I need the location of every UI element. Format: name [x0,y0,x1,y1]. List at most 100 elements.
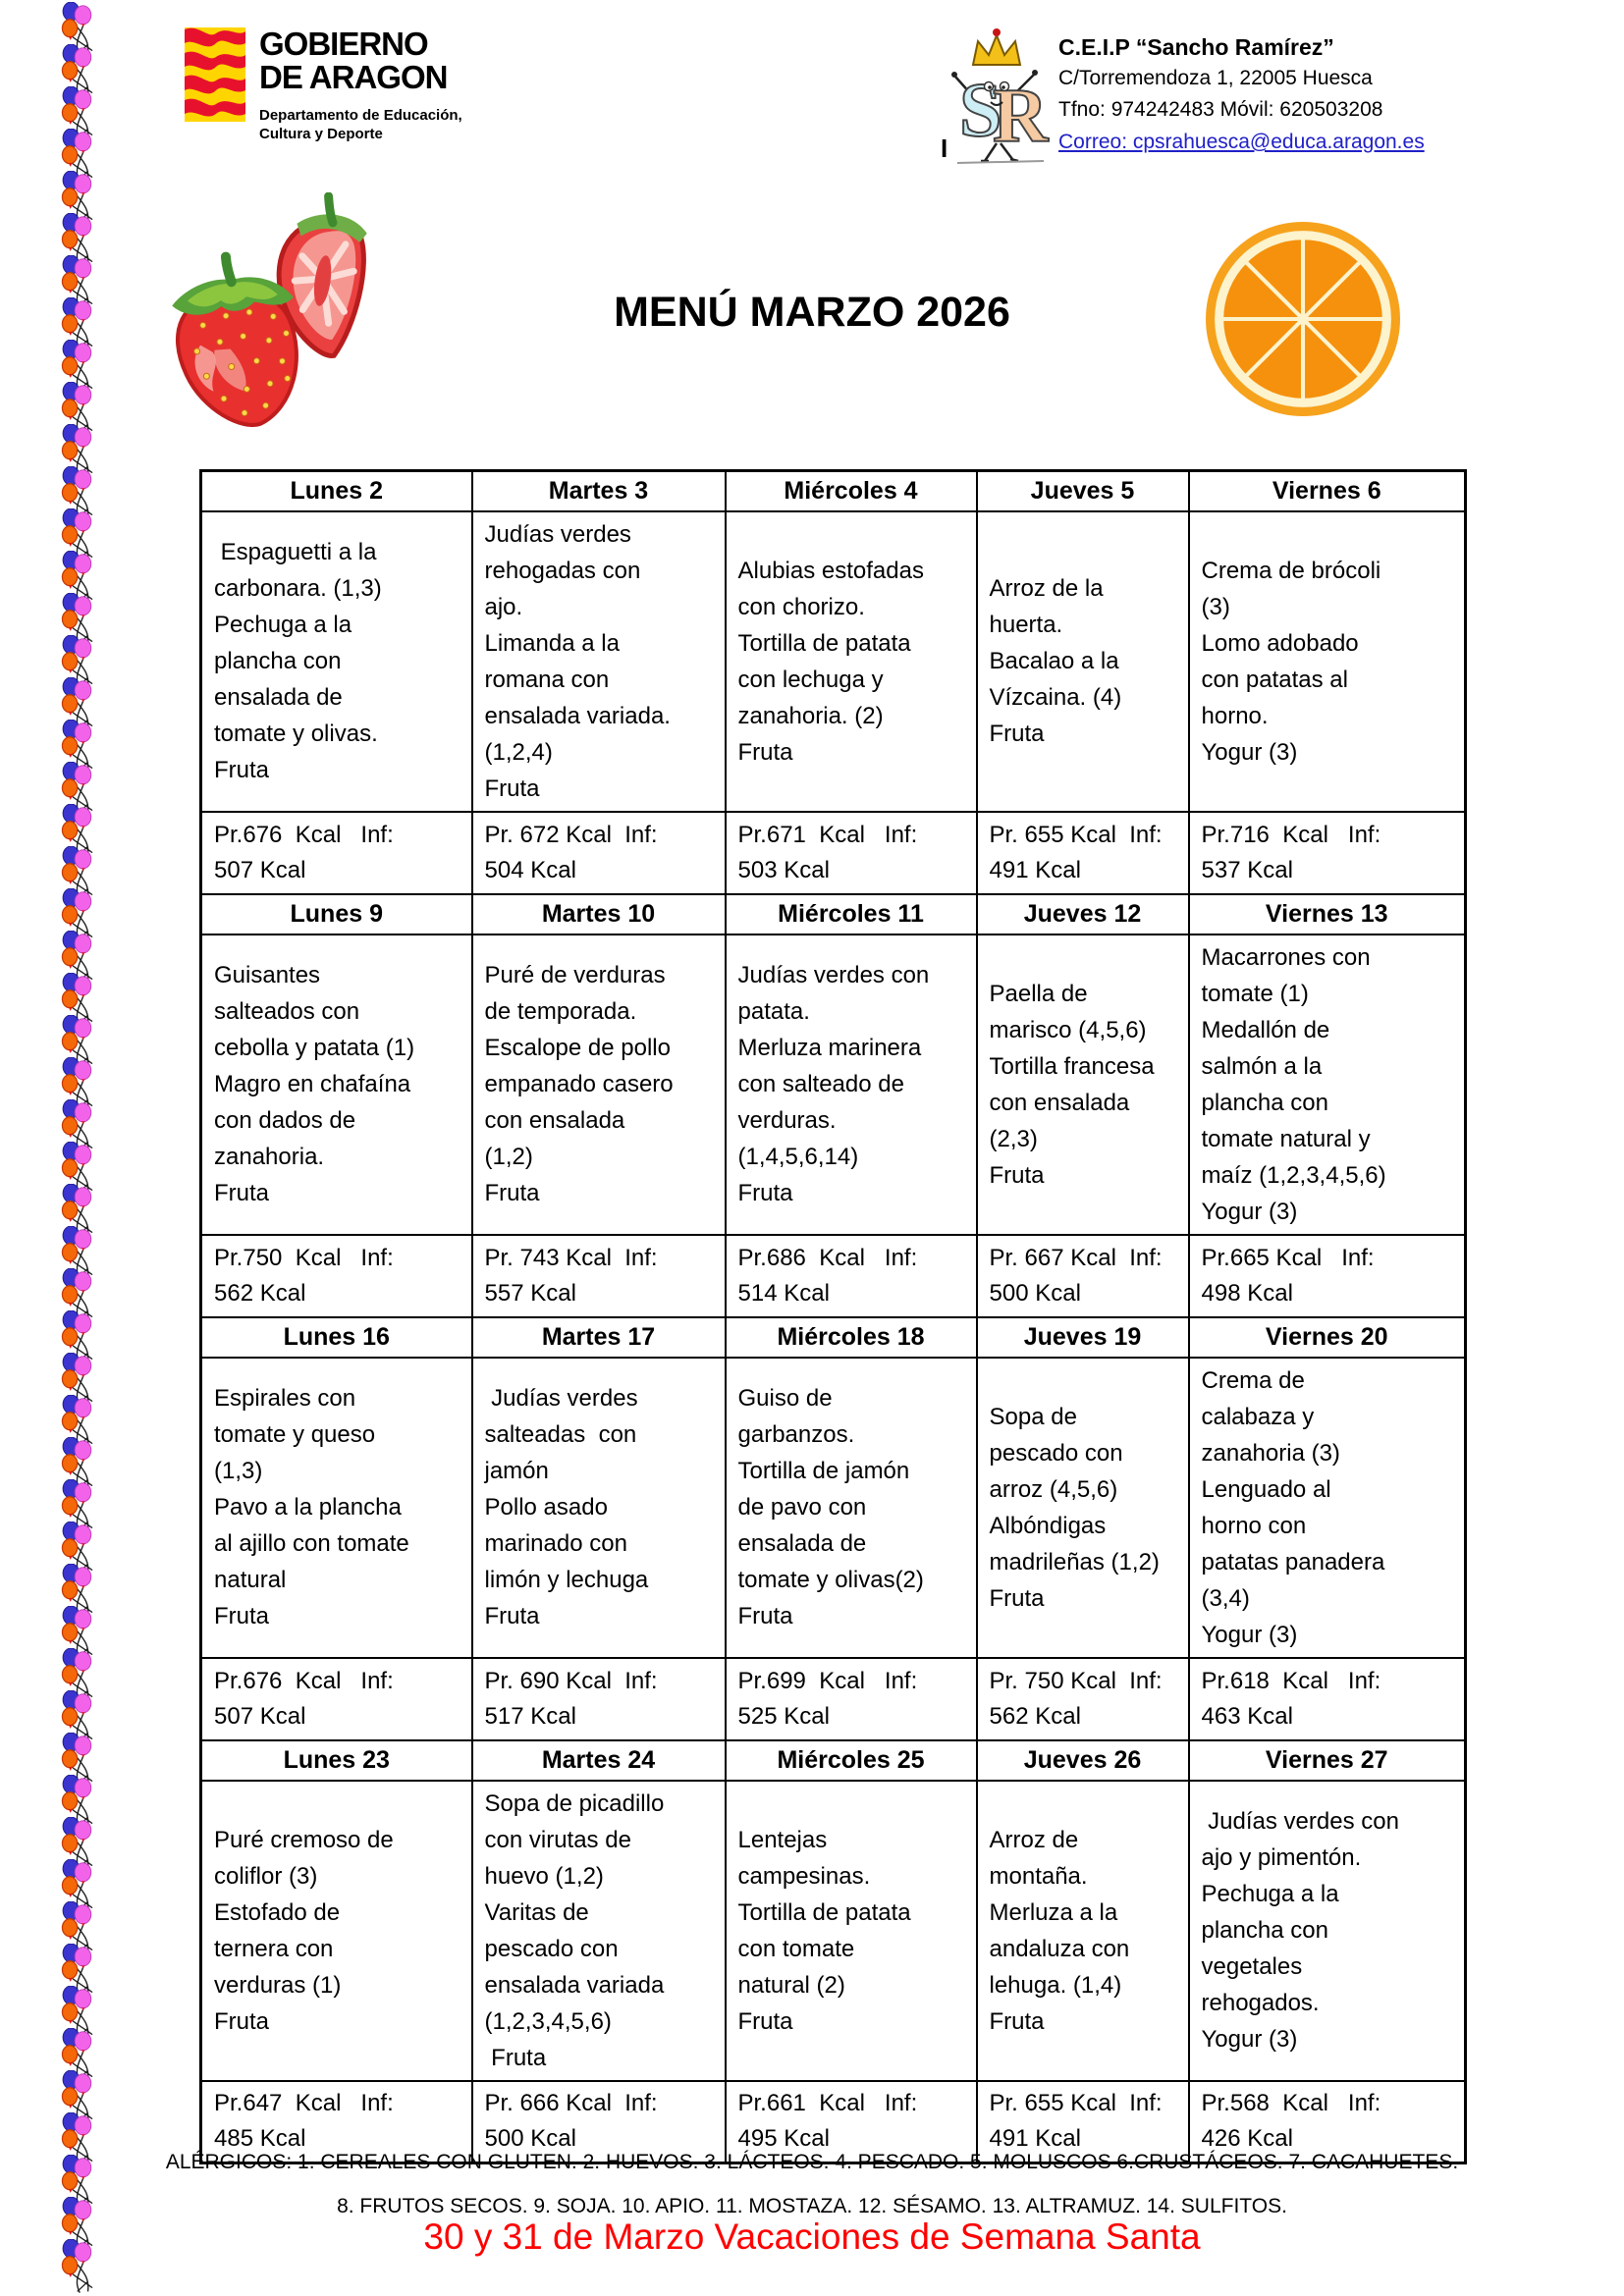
school-name: C.E.I.P “Sancho Ramírez” [1058,34,1334,60]
balloons-icon [61,931,93,986]
kcal-cell: Pr.676 Kcal Inf: 507 Kcal [199,1656,473,1741]
balloons-icon [61,1437,93,1492]
menu-cell: Crema de calabaza y zanahoria (3) Lengua… [1187,1356,1467,1659]
menu-cell: Macarrones con tomate (1) Medallón de sa… [1187,933,1467,1236]
allergen-line-2: 8. FRUTOS SECOS. 9. SOJA. 10. APIO. 11. … [337,2195,1287,2217]
balloons-icon [61,846,93,901]
menu-cell: Lentejas campesinas. Tortilla de patata … [724,1779,978,2082]
balloons-icon [61,1395,93,1450]
day-header: Miércoles 11 [724,892,978,935]
menu-cell: Judías verdes con patata. Merluza marine… [724,933,978,1236]
menu-cell: Sopa de pescado con arroz (4,5,6) Albónd… [975,1356,1190,1659]
kcal-cell: Pr.618 Kcal Inf: 463 Kcal [1187,1656,1467,1741]
day-header: Jueves 26 [975,1738,1190,1782]
page-title: MENÚ MARZO 2026 [614,289,1010,336]
balloons-icon [61,1733,93,1788]
kcal-cell: Pr. 690 Kcal Inf: 517 Kcal [470,1656,727,1741]
day-header: Jueves 12 [975,892,1190,935]
balloons-icon [61,1057,93,1112]
day-header: Viernes 13 [1187,892,1467,935]
balloons-icon [61,171,93,226]
balloons-icon [61,973,93,1028]
menu-cell: Crema de brócoli (3) Lomo adobado con pa… [1187,509,1467,813]
balloons-icon [61,2239,93,2294]
menu-cell: Guisantes salteados con cebolla y patata… [199,933,473,1236]
gobierno-title: GOBIERNO DE ARAGON [259,26,448,95]
menu-cell: Judías verdes salteadas con jamón Pollo … [470,1356,727,1659]
balloons-icon [61,1817,93,1872]
day-header: Jueves 5 [975,469,1190,512]
menu-cell: Arroz de la huerta. Bacalao a la Vízcain… [975,509,1190,813]
gobierno-aragon-logo: GOBIERNO DE ARAGON Departamento de Educa… [185,27,462,143]
kcal-cell: Pr. 672 Kcal Inf: 504 Kcal [470,810,727,895]
menu-cell: Sopa de picadillo con virutas de huevo (… [470,1779,727,2082]
balloons-icon [61,1310,93,1365]
day-header: Jueves 19 [975,1315,1190,1359]
kcal-cell: Pr.568 Kcal Inf: 426 Kcal [1187,2079,1467,2164]
kcal-cell: Pr. 666 Kcal Inf: 500 Kcal [470,2079,727,2164]
balloons-icon [61,1775,93,1830]
balloons-icon [61,1944,93,1999]
school-phone: Tfno: 974242483 Móvil: 620503208 [1058,98,1383,121]
balloons-icon [61,2,93,57]
kcal-cell: Pr. 750 Kcal Inf: 562 Kcal [975,1656,1190,1741]
balloons-icon [61,635,93,690]
kcal-cell: Pr. 655 Kcal Inf: 491 Kcal [975,2079,1190,2164]
kcal-cell: Pr.661 Kcal Inf: 495 Kcal [724,2079,978,2164]
day-header: Martes 10 [470,892,727,935]
kcal-cell: Pr.686 Kcal Inf: 514 Kcal [724,1233,978,1318]
balloons-icon [61,551,93,606]
menu-cell: Espaguetti a la carbonara. (1,3) Pechuga… [199,509,473,813]
aragon-flag-icon [185,27,245,122]
menu-cell: Judías verdes con ajo y pimentón. Pechug… [1187,1779,1467,2082]
school-email-link[interactable]: Correo: cpsrahuesca@educa.aragon.es [1058,131,1425,153]
day-header: Viernes 20 [1187,1315,1467,1359]
svg-text:S: S [959,67,1001,152]
day-header: Viernes 27 [1187,1738,1467,1782]
kcal-cell: Pr.750 Kcal Inf: 562 Kcal [199,1233,473,1318]
day-header: Lunes 23 [199,1738,473,1782]
day-header: Martes 24 [470,1738,727,1782]
menu-cell: Alubias estofadas con chorizo. Tortilla … [724,509,978,813]
school-mascot: S R I [938,26,1051,168]
menu-cell: Guiso de garbanzos. Tortilla de jamón de… [724,1356,978,1659]
balloons-icon [61,2028,93,2083]
balloons-icon [61,1226,93,1281]
menu-cell: Puré de verduras de temporada. Escalope … [470,933,727,1236]
day-header: Viernes 6 [1187,469,1467,512]
menu-cell: Arroz de montaña. Merluza a la andaluza … [975,1779,1190,2082]
text-cursor: I [941,133,948,163]
balloons-icon [61,1353,93,1408]
menu-cell: Puré cremoso de coliflor (3) Estofado de… [199,1779,473,2082]
day-header: Lunes 2 [199,469,473,512]
balloon-border [49,2,112,2294]
kcal-cell: Pr.647 Kcal Inf: 485 Kcal [199,2079,473,2164]
kcal-cell: Pr.699 Kcal Inf: 525 Kcal [724,1656,978,1741]
menu-cell: Espirales con tomate y queso (1,3) Pavo … [199,1356,473,1659]
day-header: Martes 3 [470,469,727,512]
day-header: Lunes 16 [199,1315,473,1359]
allergen-line-1: ALÉRGICOS: 1. CEREALES CON GLUTEN. 2. HU… [165,2151,1459,2173]
balloons-icon [61,1184,93,1239]
balloons-icon [61,1479,93,1534]
orange-slice-icon [1206,222,1400,416]
allergen-legend: ALÉRGICOS: 1. CEREALES CON GLUTEN. 2. HU… [115,2140,1509,2228]
mascot-icon: S R [951,28,1051,164]
kcal-cell: Pr.671 Kcal Inf: 503 Kcal [724,810,978,895]
menu-table: Lunes 2 Martes 3 Miércoles 4 Jueves 5 Vi… [199,469,1467,2164]
school-address: C/Torremendoza 1, 22005 Huesca [1058,67,1373,89]
day-header: Martes 17 [470,1315,727,1359]
strawberries-icon [172,192,367,427]
day-header: Miércoles 18 [724,1315,978,1359]
balloons-icon [61,593,93,648]
day-header: Miércoles 25 [724,1738,978,1782]
balloons-icon [61,1859,93,1914]
balloons-icon [61,1901,93,1956]
balloons-icon [61,255,93,310]
kcal-cell: Pr.676 Kcal Inf: 507 Kcal [199,810,473,895]
school-header: S R I C.E.I.P “Sancho Ramírez” C/Torreme… [938,26,1425,168]
kcal-cell: Pr. 655 Kcal Inf: 491 Kcal [975,810,1190,895]
menu-cell: Paella de marisco (4,5,6) Tortilla franc… [975,933,1190,1236]
balloons-icon [61,1142,93,1197]
